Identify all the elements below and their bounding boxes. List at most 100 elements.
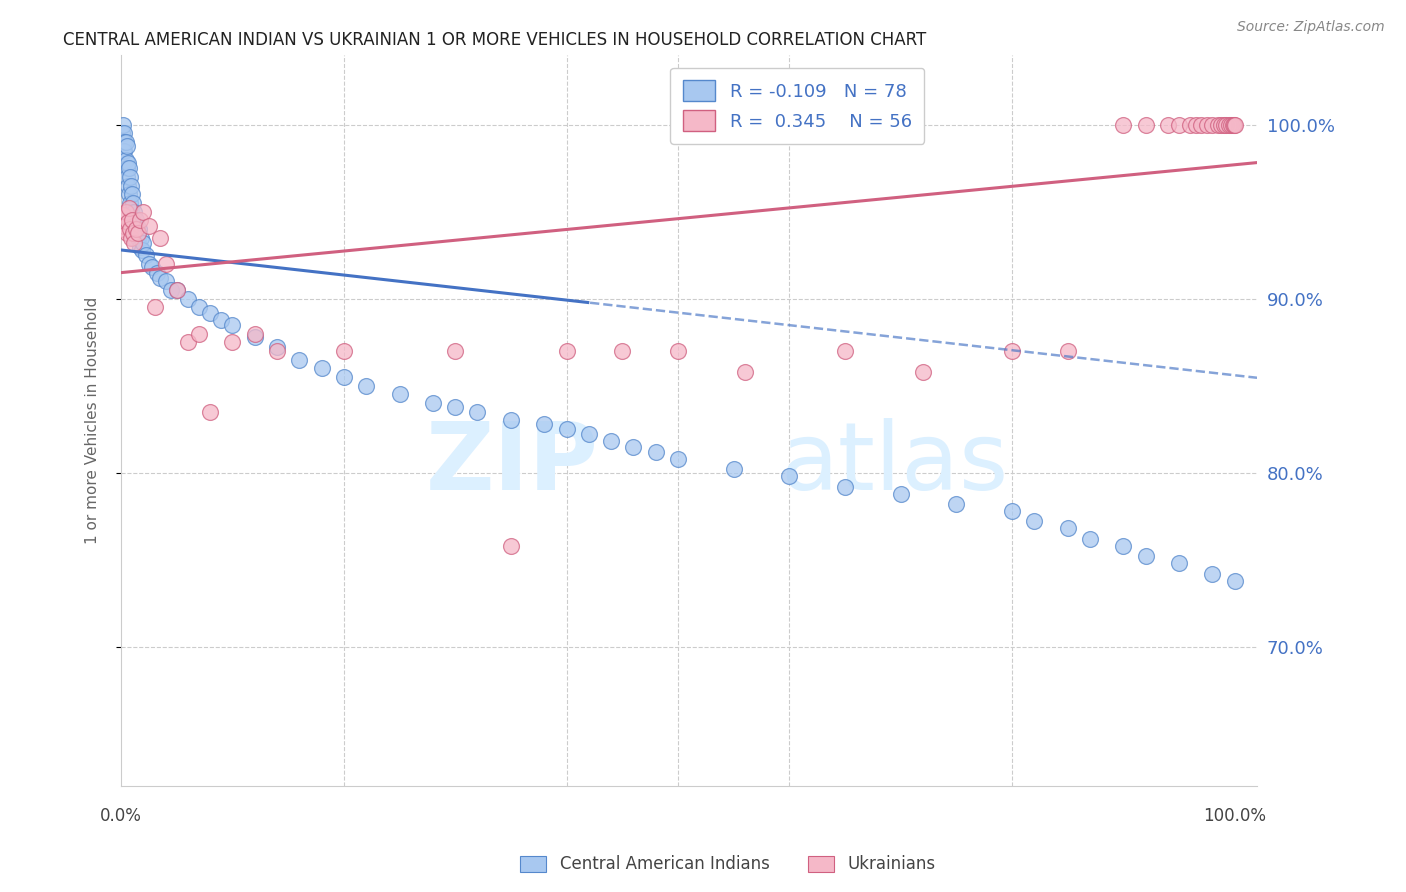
Point [131, 243, 153, 257]
Point [118, 196, 141, 211]
Point [114, 135, 136, 149]
Point [1180, 118, 1202, 132]
Point [118, 187, 141, 202]
Point [1222, 118, 1244, 132]
Point [1189, 118, 1212, 132]
Point [333, 343, 356, 358]
Point [444, 400, 467, 414]
Legend: R = -0.109   N = 78, R =  0.345    N = 56: R = -0.109 N = 78, R = 0.345 N = 56 [669, 68, 924, 144]
Point [125, 222, 148, 236]
Point [115, 169, 138, 184]
Point [141, 260, 163, 275]
Point [127, 226, 149, 240]
Point [120, 204, 142, 219]
Point [600, 434, 623, 449]
Text: Source: ZipAtlas.com: Source: ZipAtlas.com [1237, 20, 1385, 34]
Point [155, 274, 177, 288]
Point [644, 445, 666, 459]
Point [120, 231, 142, 245]
Point [1168, 118, 1191, 132]
Point [555, 343, 578, 358]
Text: 100.0%: 100.0% [1204, 806, 1267, 825]
Point [138, 257, 160, 271]
Point [129, 239, 152, 253]
Point [623, 440, 645, 454]
Point [112, 208, 135, 222]
Point [138, 219, 160, 233]
Point [114, 144, 136, 158]
Point [945, 497, 967, 511]
Point [127, 231, 149, 245]
Point [1222, 118, 1244, 132]
Point [221, 318, 243, 332]
Point [266, 343, 288, 358]
Point [115, 161, 138, 176]
Point [1112, 118, 1135, 132]
Point [114, 204, 136, 219]
Point [112, 144, 135, 158]
Point [166, 283, 188, 297]
Point [160, 283, 183, 297]
Point [112, 118, 135, 132]
Point [911, 365, 934, 379]
Point [734, 365, 756, 379]
Point [1056, 343, 1078, 358]
Point [117, 215, 139, 229]
Point [1201, 118, 1223, 132]
Point [118, 161, 141, 176]
Point [1206, 118, 1229, 132]
Point [129, 231, 152, 245]
Point [132, 235, 155, 250]
Point [124, 231, 146, 245]
Point [155, 257, 177, 271]
Point [114, 219, 136, 233]
Point [890, 486, 912, 500]
Point [121, 213, 143, 227]
Point [122, 226, 145, 240]
Point [1168, 556, 1191, 570]
Point [118, 201, 141, 215]
Point [200, 305, 222, 319]
Point [311, 361, 333, 376]
Point [117, 156, 139, 170]
Point [1157, 118, 1180, 132]
Point [1001, 504, 1024, 518]
Text: ZIP: ZIP [426, 418, 598, 510]
Point [132, 204, 155, 219]
Text: 0.0%: 0.0% [100, 806, 142, 825]
Point [118, 169, 141, 184]
Point [1218, 118, 1240, 132]
Point [354, 378, 377, 392]
Point [128, 222, 150, 236]
Point [143, 301, 166, 315]
Point [555, 422, 578, 436]
Y-axis label: 1 or more Vehicles in Household: 1 or more Vehicles in Household [86, 297, 100, 544]
Point [578, 427, 600, 442]
Point [1215, 118, 1237, 132]
Text: Ukrainians: Ukrainians [848, 855, 936, 873]
Point [266, 340, 288, 354]
Point [388, 387, 411, 401]
Point [1195, 118, 1218, 132]
Point [166, 283, 188, 297]
Point [121, 187, 143, 202]
Point [114, 127, 136, 141]
Point [1112, 539, 1135, 553]
Point [1135, 549, 1157, 564]
Point [533, 417, 555, 431]
Point [422, 396, 444, 410]
Point [121, 213, 143, 227]
Point [666, 451, 689, 466]
Point [117, 178, 139, 193]
Text: atlas: atlas [780, 418, 1008, 510]
Point [149, 270, 172, 285]
Point [124, 213, 146, 227]
Point [1078, 532, 1101, 546]
Point [499, 413, 522, 427]
Point [1024, 515, 1046, 529]
Point [124, 222, 146, 236]
Text: Central American Indians: Central American Indians [560, 855, 769, 873]
Point [333, 370, 356, 384]
Point [723, 462, 745, 476]
Point [467, 405, 489, 419]
